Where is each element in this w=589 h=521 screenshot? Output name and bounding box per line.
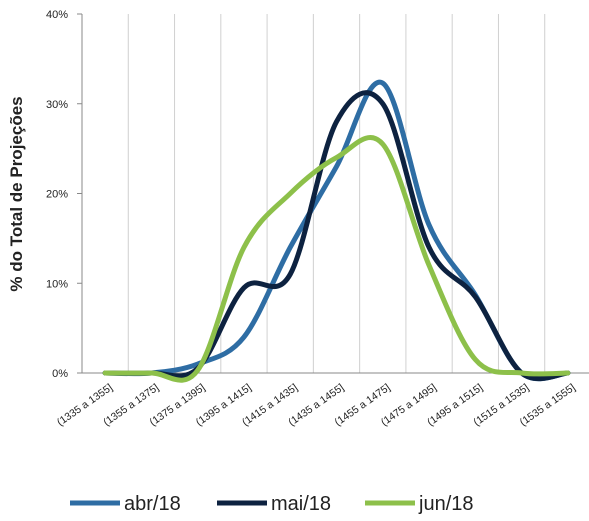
legend-label: mai/18 bbox=[271, 493, 331, 515]
legend-label: abr/18 bbox=[124, 493, 181, 515]
line-series bbox=[102, 135, 571, 383]
y-tick-label: 40% bbox=[46, 9, 68, 21]
y-axis-title: % do Total de Projeções bbox=[7, 96, 26, 291]
y-tick-label: 20% bbox=[46, 189, 68, 201]
y-tick-label: 10% bbox=[46, 278, 68, 290]
y-tick-label: 30% bbox=[46, 99, 68, 111]
y-tick-label: 0% bbox=[52, 368, 68, 380]
legend-label: jun/18 bbox=[418, 493, 474, 515]
